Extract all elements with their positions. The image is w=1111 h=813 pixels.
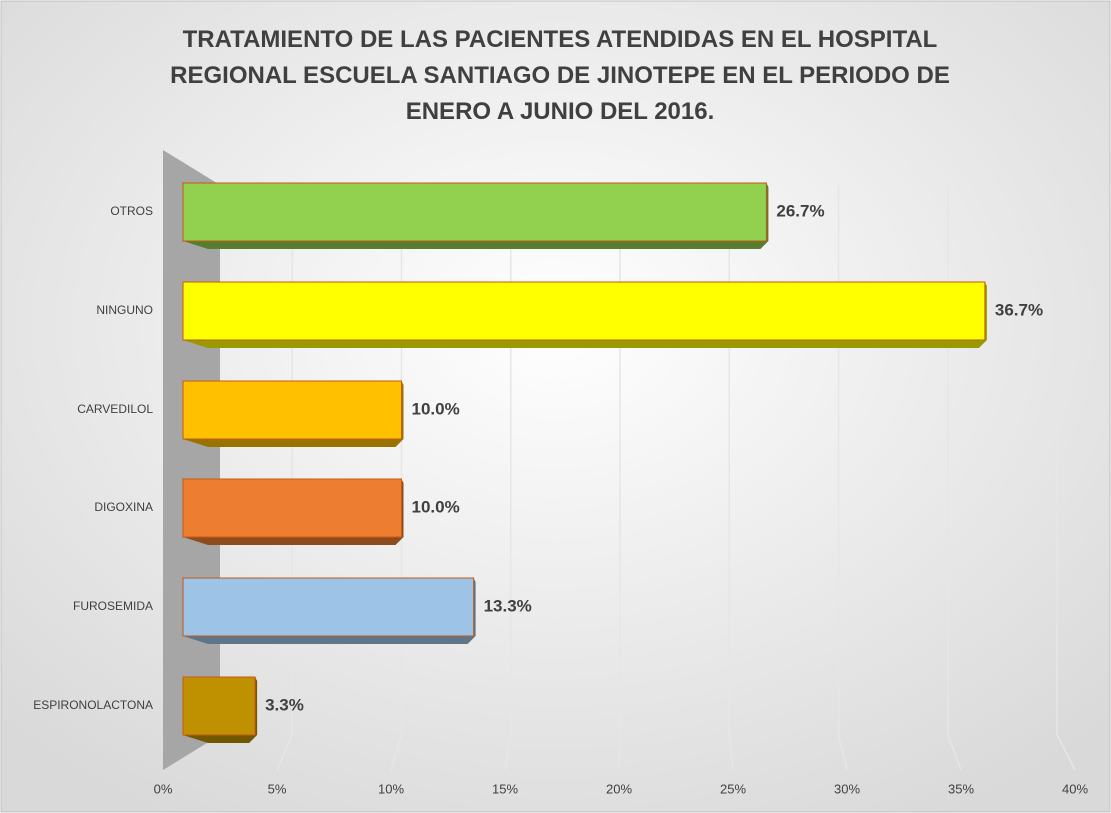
category-label: ESPIRONOLACTONA [33,698,153,712]
bar [182,281,986,341]
chart-title: TRATAMIENTO DE LAS PACIENTES ATENDIDAS E… [170,26,950,125]
value-label: 13.3% [484,596,532,615]
grid-line [618,185,621,771]
category-label: DIGOXINA [94,500,153,514]
x-tick-label: 5% [268,781,287,796]
x-tick-label: 35% [948,781,974,796]
grid-line [390,185,403,771]
x-tick-label: 15% [492,781,518,796]
x-tick-label: 30% [834,781,860,796]
value-label: 10.0% [412,399,460,418]
value-label: 10.0% [412,497,460,516]
x-tick-label: 0% [154,781,173,796]
bar [182,182,767,242]
grid-line [947,185,962,771]
category-label: FUROSEMIDA [73,599,153,613]
x-tick-label: 25% [720,781,746,796]
category-label: NINGUNO [96,303,153,317]
grid-line [837,185,848,771]
x-tick-label: 20% [606,781,632,796]
grid-line [276,185,293,771]
bar [182,676,256,736]
bar [182,478,402,538]
grid-line [1056,185,1076,771]
grid-line [504,185,512,771]
value-label: 3.3% [265,695,304,714]
value-label: 36.7% [995,300,1043,319]
category-label: OTROS [110,204,153,218]
grid-line [728,185,734,771]
bar [182,380,402,440]
bar [182,577,475,637]
x-tick-label: 40% [1062,781,1088,796]
category-label: CARVEDILOL [77,402,153,416]
x-tick-label: 10% [378,781,404,796]
value-label: 26.7% [776,201,824,220]
